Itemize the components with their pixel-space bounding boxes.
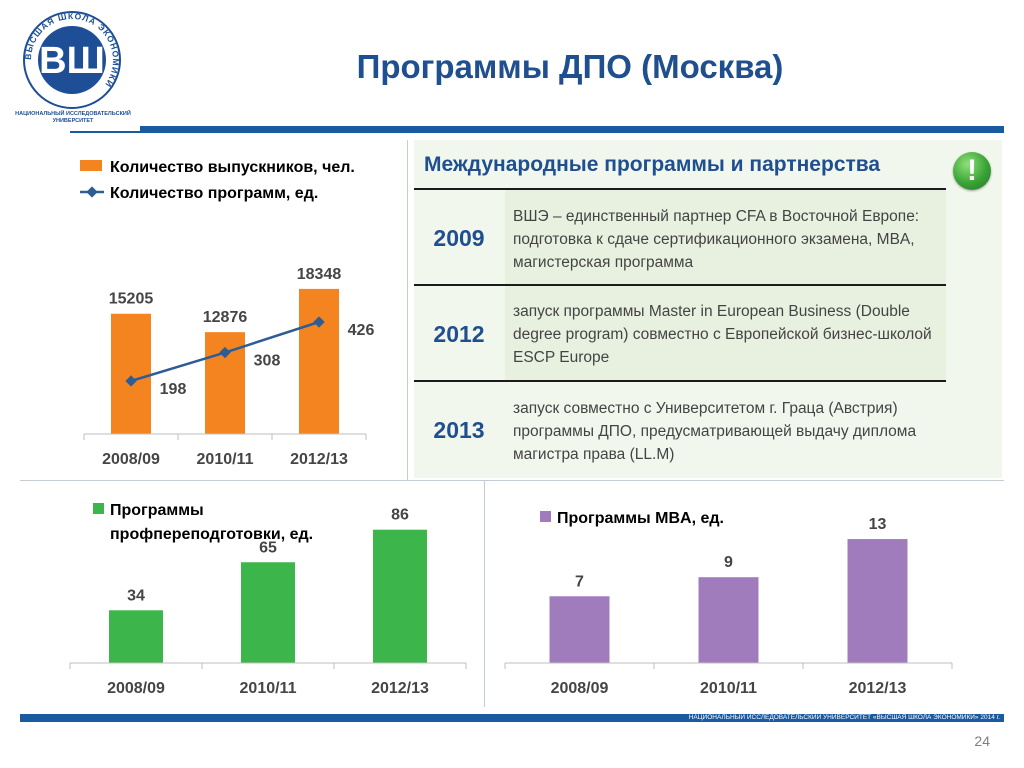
chart-graduates-programs: Количество выпускников, чел. Количество … bbox=[80, 159, 375, 468]
intl-text-1: ВШЭ – единственный партнер CFA в Восточн… bbox=[513, 208, 920, 271]
bar-value-label: 18348 bbox=[297, 266, 342, 283]
legend-label-mba: Программы MBA, ед. bbox=[557, 510, 724, 527]
bar-2010/11 bbox=[698, 577, 759, 663]
category-label: 2012/13 bbox=[290, 451, 348, 468]
divider-horizontal bbox=[20, 480, 1004, 481]
intl-divider-2 bbox=[414, 284, 946, 286]
programs-value-label: 198 bbox=[160, 381, 187, 398]
bar-value-label: 34 bbox=[127, 587, 145, 604]
footer-bar bbox=[20, 714, 1004, 722]
category-label: 2010/11 bbox=[700, 680, 757, 697]
bar-value-label: 7 bbox=[575, 573, 584, 590]
chart-retraining-programs: Программы профпереподготовки, ед. 34 65 86… bbox=[69, 502, 467, 697]
programs-value-label: 308 bbox=[254, 353, 281, 370]
intl-divider-3 bbox=[414, 380, 946, 382]
category-label: 2012/13 bbox=[371, 680, 429, 697]
intl-text-2: запуск программы Master in European Busi… bbox=[513, 303, 932, 366]
intl-row-bg-1 bbox=[505, 190, 946, 284]
legend-swatch-retraining bbox=[93, 503, 104, 514]
programs-point bbox=[313, 316, 325, 328]
legend-label-graduates: Количество выпускников, чел. bbox=[110, 159, 355, 176]
programs-point bbox=[219, 346, 231, 359]
bar-2008/09 bbox=[109, 610, 163, 663]
bar-2012/13 bbox=[373, 529, 427, 663]
bar-2012/13 bbox=[299, 288, 339, 434]
bar-value-label: 12876 bbox=[203, 309, 248, 326]
category-label: 2008/09 bbox=[107, 680, 165, 697]
bar-2012/13 bbox=[847, 539, 908, 663]
bar-value-label: 9 bbox=[724, 554, 733, 571]
footer-text: НАЦИОНАЛЬНЫЙ ИССЛЕДОВАТЕЛЬСКИЙ УНИВЕРСИТ… bbox=[688, 714, 1000, 721]
hse-logo: ВЫСШАЯ ШКОЛА ЭКОНОМИКИ ВШ bbox=[23, 11, 121, 109]
programs-value-label: 426 bbox=[348, 322, 375, 339]
divider-bottom-vertical bbox=[484, 481, 485, 707]
exclamation-icon: ! bbox=[953, 152, 991, 190]
intl-year-1: 2009 bbox=[433, 225, 485, 251]
page-number: 24 bbox=[974, 733, 990, 749]
title-underline-thin bbox=[70, 131, 140, 133]
category-label: 2010/11 bbox=[240, 680, 297, 697]
title-underline bbox=[140, 126, 1004, 133]
bar-value-label: 86 bbox=[391, 507, 409, 524]
category-label: 2012/13 bbox=[849, 680, 907, 697]
intl-divider-1 bbox=[414, 188, 946, 190]
legend-label-retraining: Программы профпереподготовки, ед. bbox=[110, 502, 313, 543]
category-label: 2010/11 bbox=[197, 451, 254, 468]
bar-2008/09 bbox=[111, 313, 151, 434]
category-label: 2008/09 bbox=[551, 680, 609, 697]
bar-value-label: 13 bbox=[869, 516, 887, 533]
bar-2008/09 bbox=[549, 596, 610, 663]
bar-value-label: 15205 bbox=[109, 291, 154, 308]
intl-row-bg-2 bbox=[505, 286, 946, 380]
bar-value-label: 65 bbox=[259, 539, 277, 556]
intl-year-3: 2013 bbox=[433, 417, 485, 443]
legend-marker-programs bbox=[86, 186, 98, 198]
logo-caption: НАЦИОНАЛЬНЫЙ ИССЛЕДОВАТЕЛЬСКИЙ УНИВЕРСИТ… bbox=[15, 111, 131, 124]
international-header: Международные программы и партнерства bbox=[424, 153, 881, 176]
category-label: 2008/09 bbox=[102, 451, 160, 468]
page-title: Программы ДПО (Москва) bbox=[356, 48, 784, 85]
divider-top-vertical bbox=[407, 140, 408, 480]
intl-year-2: 2012 bbox=[433, 321, 485, 347]
legend-label-programs: Количество программ, ед. bbox=[110, 185, 318, 202]
logo-mark: ВШ bbox=[39, 40, 105, 82]
legend-swatch-mba bbox=[540, 511, 551, 522]
bar-2010/11 bbox=[241, 562, 295, 663]
intl-text-3: запуск совместно с Университетом г. Грац… bbox=[513, 400, 917, 463]
legend-swatch-graduates bbox=[80, 160, 102, 171]
chart-mba-programs: Программы MBA, ед. 7 9 13 2008/09 2010/11 20… bbox=[504, 510, 953, 697]
